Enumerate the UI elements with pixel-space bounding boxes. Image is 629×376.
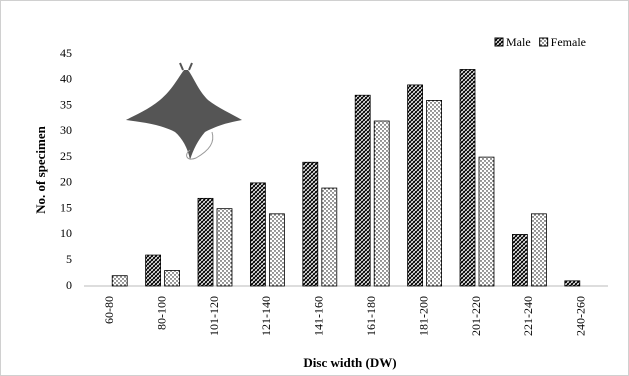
y-tick-label: 40 — [60, 72, 72, 86]
x-tick-label: 240-260 — [574, 296, 588, 336]
y-tick-label: 0 — [66, 278, 72, 292]
bar — [146, 255, 161, 286]
y-axis-title: No. of specimen — [33, 125, 48, 214]
y-tick-label: 35 — [60, 97, 72, 111]
bar — [322, 188, 337, 286]
bar — [512, 234, 527, 286]
bar — [565, 281, 580, 286]
y-tick-label: 5 — [66, 252, 72, 266]
y-tick-label: 15 — [60, 200, 72, 214]
legend-label: Female — [551, 35, 586, 49]
bar — [198, 198, 213, 286]
bar — [112, 276, 127, 286]
y-tick-label: 10 — [60, 226, 72, 240]
bar — [250, 183, 265, 286]
legend-swatch — [540, 38, 548, 46]
chart: No. of specimen Disc width (DW) 0 5 10 15 20… — [0, 0, 629, 376]
bar — [165, 271, 180, 286]
y-tick-label: 30 — [60, 123, 72, 137]
x-tick-label: 201-220 — [469, 296, 483, 336]
bar — [460, 69, 475, 286]
y-tick-label: 20 — [60, 175, 72, 189]
legend-swatch — [495, 38, 503, 46]
x-tick-label: 60-80 — [102, 296, 116, 324]
bar — [427, 100, 442, 286]
x-axis-title: Disc width (DW) — [303, 355, 396, 370]
x-tick-label: 161-180 — [364, 296, 378, 336]
x-tick-label: 221-240 — [521, 296, 535, 336]
bar — [374, 121, 389, 286]
x-tick-label: 181-200 — [416, 296, 430, 336]
bar — [303, 162, 318, 286]
bar — [479, 157, 494, 286]
bar — [408, 85, 423, 286]
y-tick-label: 45 — [60, 46, 72, 60]
legend-label: Male — [506, 35, 531, 49]
x-tick-label: 101-120 — [207, 296, 221, 336]
bar — [217, 209, 232, 286]
bar — [355, 95, 370, 286]
x-tick-label: 121-140 — [259, 296, 273, 336]
x-tick-label: 141-160 — [312, 296, 326, 336]
y-tick-label: 25 — [60, 149, 72, 163]
bar — [531, 214, 546, 286]
x-tick-label: 80-100 — [154, 296, 168, 330]
bar — [269, 214, 284, 286]
